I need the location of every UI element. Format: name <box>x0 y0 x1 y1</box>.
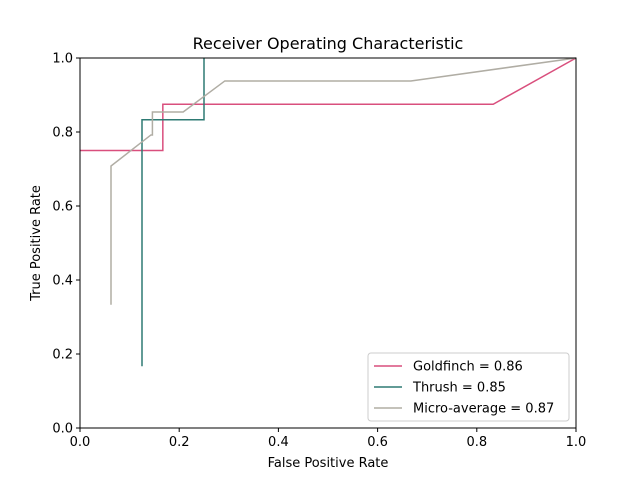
series-line-0 <box>80 57 577 152</box>
y-tick-label: 0.8 <box>52 126 73 141</box>
legend-label-2: Micro-average = 0.87 <box>413 402 554 417</box>
series-layer <box>80 57 577 367</box>
x-axis-label: False Positive Rate <box>268 456 389 471</box>
y-tick-label: 0.0 <box>52 422 73 437</box>
x-tick-label: 0.8 <box>466 435 487 450</box>
x-tick-label: 0.0 <box>70 435 91 450</box>
legend: Goldfinch = 0.86 Thrush = 0.85 Micro-avera… <box>367 352 570 422</box>
y-tick-label: 1.0 <box>52 52 73 67</box>
x-tick-label: 1.0 <box>566 435 587 450</box>
legend-label-0: Goldfinch = 0.86 <box>413 360 523 375</box>
x-tick-label: 0.2 <box>169 435 190 450</box>
x-tick-label: 0.4 <box>268 435 289 450</box>
plot-frame <box>79 57 577 429</box>
legend-box <box>367 352 570 422</box>
y-tick-label: 0.2 <box>52 348 73 363</box>
series-line-1 <box>141 58 205 367</box>
chart-title: Receiver Operating Characteristic <box>193 34 464 53</box>
x-axis-ticks: 0.0 0.2 0.4 0.6 0.8 1.0 <box>70 428 587 450</box>
y-axis-label: True Positive Rate <box>29 185 44 302</box>
x-tick-label: 0.6 <box>367 435 388 450</box>
legend-label-1: Thrush = 0.85 <box>412 381 506 396</box>
y-tick-label: 0.4 <box>52 274 73 289</box>
y-tick-label: 0.6 <box>52 200 73 215</box>
series-line-2 <box>110 57 577 305</box>
y-axis-ticks: 0.0 0.2 0.4 0.6 0.8 1.0 <box>52 52 80 437</box>
